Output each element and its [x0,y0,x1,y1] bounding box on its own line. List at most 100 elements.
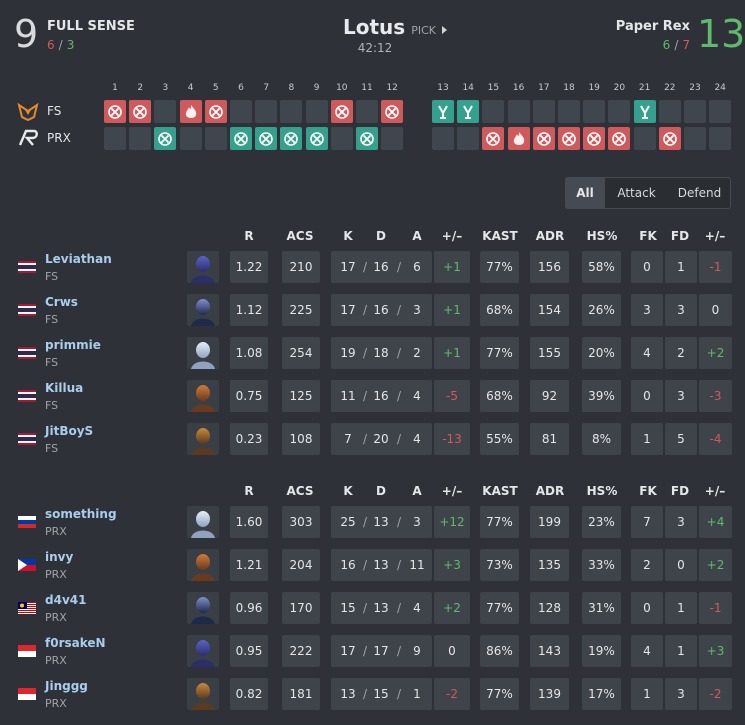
round-cell [658,127,681,150]
player-name[interactable]: invy [45,550,74,564]
player-name[interactable]: Leviathan [45,252,112,266]
round-icon [639,105,650,119]
stat-value: 2 [677,346,685,360]
stat-cell [582,549,621,581]
round-icon [309,132,324,146]
stat-value: 2 [643,558,651,572]
player-name[interactable]: d4v41 [45,593,87,607]
stat-value: 7 [643,515,651,529]
stat-value: +3 [443,558,461,572]
kda-separator: / [362,515,368,529]
team-score: 13 [697,12,745,56]
stat-value: 0.75 [235,389,263,403]
stat-cell [331,423,432,455]
round-icon [284,132,299,146]
player-name[interactable]: JitBoyS [45,424,94,438]
record-separator: / [674,38,679,52]
round-cell [583,127,606,150]
player-name[interactable]: f0rsakeN [45,636,106,650]
round-cell [633,100,656,123]
stat-cell [434,380,470,412]
stat-value: 155 [538,346,561,360]
stat-cell [331,678,432,710]
stat-cell [530,549,569,581]
stat-value: 4 [643,346,651,360]
stat-value: 92 [541,389,558,403]
round-cell [558,100,580,123]
stat-value: 16 [373,260,389,274]
round-cell [280,127,303,150]
stat-cell [665,380,697,412]
stat-value: 303 [289,515,313,529]
stat-value: 170 [289,601,313,615]
stat-cell [434,294,470,326]
column-header: HS% [586,229,618,243]
stat-cell [331,294,432,326]
round-icon [536,132,551,146]
stat-value: +2 [706,558,725,572]
round-cell [129,127,152,150]
agent-portrait [187,549,219,581]
stat-value: 3 [677,515,685,529]
round-cell [381,100,404,123]
stat-value: 108 [289,432,313,446]
stat-cell [530,337,569,369]
round-cell [356,100,378,123]
stat-value: 5 [677,432,685,446]
stat-cell [530,635,569,667]
stat-value: 181 [289,687,313,701]
round-cell [330,100,353,123]
player-name[interactable]: Jinggg [45,679,88,693]
kda-separator: / [396,432,402,446]
player-team: FS [45,313,59,326]
round-number: 24 [714,83,726,93]
stat-value: 1 [677,260,685,274]
stat-value: 26% [588,303,615,317]
round-number: 23 [689,83,701,93]
player-name[interactable]: primmie [45,338,101,352]
stat-value: 139 [538,687,561,701]
round-number: 10 [336,83,348,93]
stat-value: 77% [486,346,513,360]
stat-value: 31% [588,601,615,615]
tab-button[interactable]: Defend [677,186,722,200]
stat-value: 4 [413,389,421,403]
column-header: +/– [704,229,726,243]
stat-cell [331,549,432,581]
stat-value: 154 [538,303,561,317]
round-cell [230,127,252,150]
stat-cell [331,380,432,412]
tab-button[interactable]: Attack [617,186,656,200]
player-name[interactable]: something [45,507,117,521]
column-header: A [412,484,422,498]
round-cell [457,100,480,123]
kda-separator: / [396,687,402,701]
column-header: R [244,229,254,243]
round-number: 12 [386,83,398,93]
stat-value: 8% [591,432,612,446]
round-cell [482,127,505,150]
round-number: 3 [162,83,169,93]
stat-cell [699,337,732,369]
stat-value: 156 [538,260,561,274]
stat-cell [230,337,268,369]
stat-cell [480,506,519,538]
stat-cell [631,506,663,538]
stat-value: 73% [486,558,513,572]
round-number: 8 [288,83,295,93]
stat-cell [282,592,320,624]
stat-cell [665,592,697,624]
column-header: HS% [586,484,618,498]
team-tag: FS [47,104,62,118]
stat-value: 143 [538,644,561,658]
round-icon [587,132,601,146]
player-name[interactable]: Killua [45,381,84,395]
stat-value: 3 [677,303,685,317]
stat-cell [699,294,732,326]
stat-cell [434,423,470,455]
tab-button[interactable]: All [565,177,605,209]
agent-portrait [187,337,219,369]
stat-cell [434,549,470,581]
player-name[interactable]: Crws [45,295,78,309]
stat-value: 86% [486,644,513,658]
